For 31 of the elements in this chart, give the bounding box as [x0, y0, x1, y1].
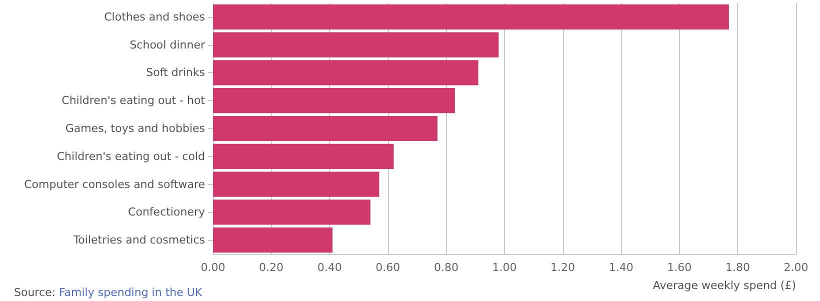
y-tick-label: Computer consoles and software: [24, 178, 206, 191]
y-tick-label: Games, toys and hobbies: [65, 122, 206, 135]
x-tick-label: 1.40: [608, 261, 634, 274]
y-tick-label: Toiletries and cosmetics: [72, 234, 206, 247]
x-tick-label: 1.00: [492, 261, 517, 274]
x-tick-label: 1.80: [725, 261, 750, 274]
x-tick-label: 0.40: [317, 261, 342, 274]
source-note: Source: Family spending in the UK: [14, 286, 203, 299]
x-tick-label: 1.20: [550, 261, 576, 274]
x-tick-label: 0.80: [434, 261, 458, 274]
bar: [213, 88, 455, 114]
bar: [213, 116, 438, 142]
x-tick-label: 0.20: [259, 261, 284, 274]
y-tick-label: Children's eating out - hot: [62, 94, 206, 108]
x-tick-label: 0.00: [200, 261, 226, 274]
bar: [213, 228, 333, 253]
y-tick-label: Confectionery: [128, 206, 206, 219]
y-tick-label: Soft drinks: [146, 66, 206, 80]
bar: [213, 60, 478, 86]
bar: [213, 200, 370, 225]
x-axis-title: Average weekly spend (£): [652, 279, 796, 292]
y-tick-label: Clothes and shoes: [104, 10, 206, 24]
x-tick-label: 2.00: [784, 261, 808, 274]
bar: [213, 4, 729, 30]
y-tick-label: School dinner: [130, 38, 206, 52]
x-tick-label: 1.60: [667, 261, 692, 274]
bar: [213, 172, 380, 197]
x-tick-label: 0.60: [376, 261, 400, 274]
bar: [213, 144, 394, 169]
y-tick-label: Children's eating out - cold: [56, 150, 205, 163]
bar: [213, 32, 499, 58]
